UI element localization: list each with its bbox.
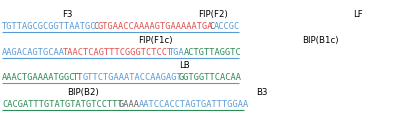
Text: FIP(F2): FIP(F2) <box>198 10 228 19</box>
Text: AATCCACCTAGTGATTTGGAA: AATCCACCTAGTGATTTGGAA <box>138 100 249 109</box>
Text: B3: B3 <box>256 88 268 97</box>
Text: TT: TT <box>73 73 83 82</box>
Text: GTTCTGAAATACCAAGAGT: GTTCTGAAATACCAAGAGT <box>83 73 182 82</box>
Text: LF: LF <box>353 10 363 19</box>
Text: AAGACAGTGCAA: AAGACAGTGCAA <box>2 48 65 57</box>
Text: GAAA: GAAA <box>118 100 139 109</box>
Text: AAACTGAAAATGGC: AAACTGAAAATGGC <box>2 73 76 82</box>
Text: LB: LB <box>180 61 190 70</box>
Text: GTGAACCAAAAGTGAAAAATGA: GTGAACCAAAAGTGAAAAATGA <box>98 22 214 31</box>
Text: FIP(F1c): FIP(F1c) <box>138 36 172 45</box>
Text: ACTGTTAGGTC: ACTGTTAGGTC <box>184 48 242 57</box>
Text: CACGATTTGTATGTATGTCCTTT: CACGATTTGTATGTATGTCCTTT <box>2 100 123 109</box>
Text: BIP(B2): BIP(B2) <box>67 88 99 97</box>
Text: BIP(B1c): BIP(B1c) <box>302 36 338 45</box>
Text: GGTGGTTCACAA: GGTGGTTCACAA <box>179 73 242 82</box>
Text: TAACTCAGTTTCGGGTCTCCT: TAACTCAGTTTCGGGTCTCCT <box>62 48 173 57</box>
Text: TGTTAGCGCGGTTAATGC: TGTTAGCGCGGTTAATGC <box>2 22 96 31</box>
Text: ACCGC: ACCGC <box>214 22 240 31</box>
Text: C: C <box>209 22 214 31</box>
Text: C: C <box>93 22 98 31</box>
Text: F3: F3 <box>62 10 72 19</box>
Text: TGA: TGA <box>169 48 184 57</box>
